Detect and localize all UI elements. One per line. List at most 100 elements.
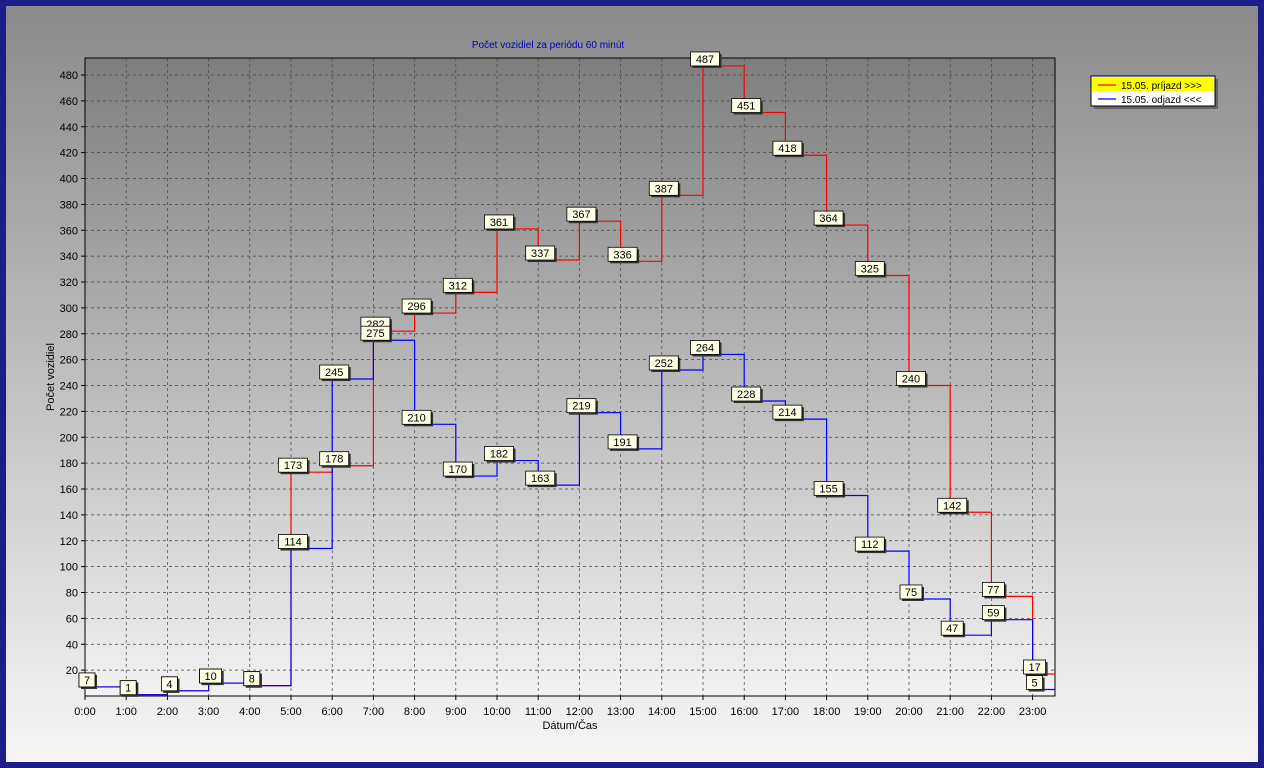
data-label-arrival: 173 bbox=[278, 457, 310, 475]
data-label-text: 210 bbox=[407, 412, 425, 424]
data-label-arrival: 361 bbox=[484, 214, 516, 231]
data-label-text: 77 bbox=[987, 584, 999, 596]
data-label-departure: 112 bbox=[854, 536, 887, 554]
x-tick-label: 13:00 bbox=[607, 706, 635, 718]
x-tick-label: 15:00 bbox=[689, 706, 717, 718]
data-labels: 7141081731782822963123613373673363874874… bbox=[78, 51, 1048, 697]
x-tick-label: 16:00 bbox=[730, 706, 758, 718]
legend-label-arrival: 15.05. príjazd >>> bbox=[1121, 81, 1202, 92]
data-label-text: 325 bbox=[861, 264, 879, 276]
data-label-text: 451 bbox=[737, 101, 755, 113]
data-label-text: 387 bbox=[655, 183, 673, 195]
data-label-arrival: 178 bbox=[319, 451, 351, 468]
data-label-text: 336 bbox=[613, 249, 631, 261]
x-tick-label: 8:00 bbox=[404, 706, 425, 718]
y-tick-label: 460 bbox=[60, 96, 78, 108]
data-label-text: 112 bbox=[861, 539, 879, 551]
data-label-departure: 264 bbox=[690, 340, 722, 357]
x-tick-label: 17:00 bbox=[772, 706, 800, 718]
data-label-arrival: 364 bbox=[813, 210, 846, 228]
x-tick-label: 4:00 bbox=[239, 706, 260, 718]
data-label-departure: 75 bbox=[899, 584, 924, 601]
plot-frame bbox=[84, 57, 1056, 697]
data-label-departure: 59 bbox=[982, 605, 1007, 622]
x-tick-label: 11:00 bbox=[525, 706, 552, 718]
x-axis-label: Dátum/Čas bbox=[542, 719, 598, 732]
data-label-text: 114 bbox=[284, 537, 302, 549]
data-label-text: 245 bbox=[325, 367, 343, 379]
data-label-text: 17 bbox=[1028, 662, 1040, 674]
y-tick-label: 220 bbox=[60, 406, 78, 418]
y-tick-label: 400 bbox=[60, 174, 78, 186]
axes: 20 40 60 80 100 120 140 160 180 200 220 240 260 280 30… bbox=[60, 57, 1056, 718]
data-label-text: 364 bbox=[819, 213, 837, 225]
data-label-departure: 1 bbox=[119, 680, 139, 697]
x-tick-label: 7:00 bbox=[363, 706, 384, 718]
data-label-departure: 163 bbox=[525, 470, 557, 488]
y-tick-label: 280 bbox=[60, 329, 78, 341]
data-label-text: 10 bbox=[204, 671, 216, 683]
data-label-departure: 245 bbox=[319, 364, 351, 382]
data-label-text: 228 bbox=[737, 389, 755, 401]
y-tick-label: 380 bbox=[60, 199, 78, 211]
data-label-arrival: 387 bbox=[648, 180, 681, 198]
data-label-arrival: 337 bbox=[525, 245, 557, 263]
y-tick-label: 100 bbox=[60, 562, 78, 574]
data-label-text: 1 bbox=[125, 683, 131, 695]
data-label-departure: 210 bbox=[401, 409, 434, 427]
data-label-arrival: 367 bbox=[566, 206, 598, 224]
data-label-arrival: 336 bbox=[607, 246, 640, 264]
data-label-text: 296 bbox=[407, 301, 425, 313]
data-label-arrival: 240 bbox=[896, 371, 928, 388]
y-tick-label: 60 bbox=[66, 613, 78, 625]
y-tick-label: 360 bbox=[60, 225, 78, 237]
data-label-departure: 4 bbox=[160, 676, 180, 693]
data-label-arrival: 325 bbox=[854, 261, 887, 278]
y-tick-label: 20 bbox=[66, 665, 78, 677]
y-axis-label: Počet vozidiel bbox=[45, 343, 57, 411]
data-label-text: 142 bbox=[943, 500, 961, 512]
legend: 15.05. príjazd >>> 15.05. odjazd <<< bbox=[1090, 75, 1218, 109]
data-label-departure: 182 bbox=[484, 446, 516, 463]
data-label-departure: 10 bbox=[199, 668, 224, 686]
x-tick-label: 1:00 bbox=[115, 706, 136, 718]
y-tick-label: 120 bbox=[60, 536, 78, 548]
data-label-text: 47 bbox=[946, 623, 958, 635]
data-label-text: 264 bbox=[696, 342, 714, 354]
x-tick-label: 20:00 bbox=[895, 706, 923, 718]
x-tick-label: 10:00 bbox=[483, 706, 511, 718]
y-tick-label: 200 bbox=[60, 432, 78, 444]
data-label-departure: 47 bbox=[940, 620, 966, 638]
data-label-departure: 5 bbox=[1026, 675, 1045, 692]
x-tick-label: 9:00 bbox=[445, 706, 466, 718]
data-label-text: 8 bbox=[249, 674, 255, 686]
data-label-arrival: 296 bbox=[401, 298, 434, 316]
data-label-departure: 7 bbox=[78, 672, 97, 689]
data-label-text: 155 bbox=[819, 483, 837, 495]
x-tick-label: 6:00 bbox=[321, 706, 342, 718]
data-label-text: 240 bbox=[902, 374, 920, 386]
data-label-departure: 155 bbox=[813, 481, 846, 498]
data-label-arrival: 17 bbox=[1023, 659, 1048, 677]
x-tick-label: 18:00 bbox=[813, 706, 841, 718]
data-label-arrival: 142 bbox=[937, 497, 969, 515]
data-label-arrival: 312 bbox=[442, 277, 475, 295]
x-tick-label: 21:00 bbox=[936, 706, 964, 718]
chart-title: Počet vozidiel za periódu 60 minút bbox=[472, 40, 625, 51]
data-label-text: 337 bbox=[531, 248, 549, 260]
data-label-departure: 219 bbox=[566, 398, 598, 415]
data-label-text: 163 bbox=[531, 473, 549, 485]
data-label-departure: 114 bbox=[278, 534, 310, 551]
data-label-arrival: 418 bbox=[772, 140, 804, 158]
y-tick-label: 420 bbox=[60, 148, 78, 160]
x-tick-label: 23:00 bbox=[1019, 706, 1047, 718]
data-label-text: 367 bbox=[572, 209, 590, 221]
data-label-arrival: 451 bbox=[731, 98, 763, 115]
y-tick-label: 160 bbox=[60, 484, 78, 496]
data-label-departure: 252 bbox=[648, 355, 681, 372]
data-label-departure: 191 bbox=[607, 434, 640, 451]
legend-highlight bbox=[1092, 77, 1214, 91]
y-tick-label: 240 bbox=[60, 381, 78, 393]
x-tick-label: 19:00 bbox=[854, 706, 882, 718]
